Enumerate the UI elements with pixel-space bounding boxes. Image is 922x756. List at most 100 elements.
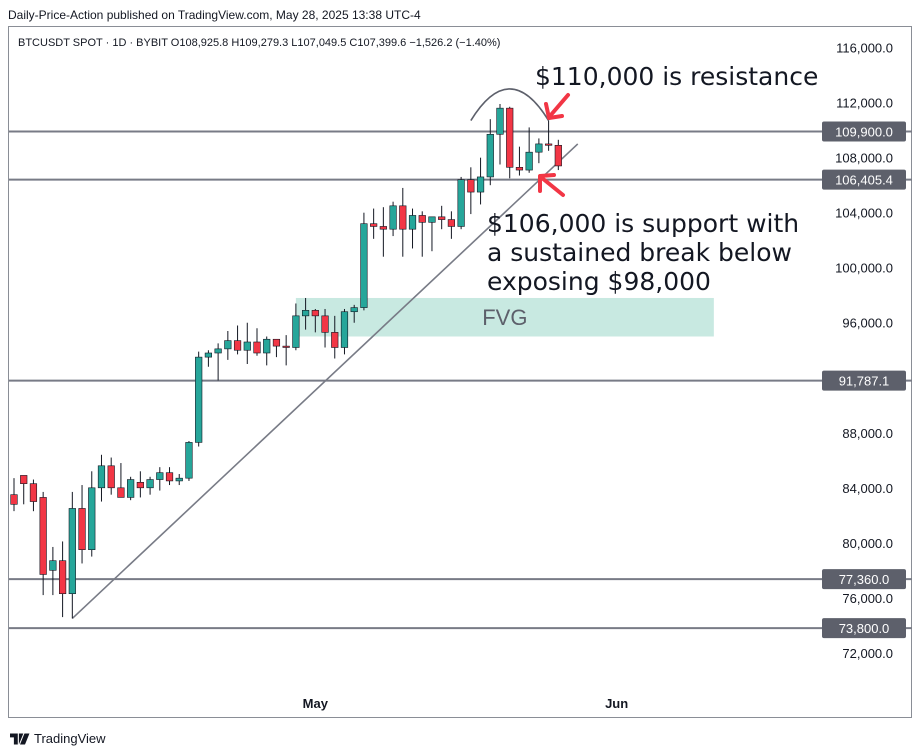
price-level-badge-label: 77,360.0 [839,572,890,587]
rounded-top-arc [470,88,550,121]
candle-body [156,472,164,480]
price-level-badge: 109,900.0 [822,121,906,142]
candle [175,474,183,486]
candle-body [544,143,553,146]
candle [136,471,144,498]
price-level-badge: 91,787.1 [822,370,906,391]
time-axis-label: May [303,696,329,711]
candle-body [301,310,310,317]
candle-body [88,487,96,550]
symbol-info-line: BTCUSDT SPOT · 1D · BYBIT O108,925.8 H10… [18,37,500,49]
candle-body [107,465,115,489]
candle [214,343,222,381]
candle-body [49,560,57,571]
price-level-badge: 73,800.0 [822,618,906,639]
candle [321,308,329,348]
candle-body [185,442,193,479]
candle [496,104,504,165]
candle [438,205,446,230]
candle-body [447,219,456,227]
candle-body [233,340,242,351]
candle-body [39,497,47,575]
price-level-badge-label: 106,405.4 [835,173,893,188]
candle [107,457,115,495]
candle [360,212,368,311]
candle-body [554,144,562,167]
candle-body [360,223,368,308]
candle [20,475,28,505]
candle [204,350,213,367]
candle-body [263,338,271,354]
candle-body [467,179,475,193]
candle-body [350,307,358,313]
support-annotation-line: a sustained break below [487,238,792,267]
candle [185,441,193,481]
candle-body [476,176,485,193]
candle-body [408,215,417,230]
price-level-badge-label: 109,900.0 [835,125,893,140]
candle [389,201,397,237]
candle-body [224,340,232,350]
candle [253,328,261,356]
price-axis-tick: 80,000.0 [842,536,893,551]
candle-body [438,216,446,220]
candle [331,315,339,359]
candle [525,127,533,173]
candle-body [331,332,339,348]
footer-brand-text: TradingView [34,731,106,746]
candle [78,485,86,564]
candle-body [399,205,407,230]
price-axis-tick: 116,000.0 [836,41,893,56]
arrow-up-left-icon [538,173,565,197]
candle [399,187,407,257]
candle-body [340,311,349,348]
candle-body [165,472,174,482]
price-axis-tick: 108,000.0 [835,151,893,166]
candle [467,167,475,215]
candle-body [195,356,203,443]
trendline [71,143,579,620]
candle [146,476,154,495]
candle-body [58,560,67,595]
price-axis-tick: 76,000.0 [842,591,893,606]
candle [39,491,47,596]
candle [224,330,232,360]
candle [282,335,290,366]
candle-body [175,477,183,482]
candle-body [535,143,543,153]
candle [10,478,18,512]
candle [506,106,514,179]
price-level-badge-label: 91,787.1 [839,374,890,389]
fvg-label: FVG [482,305,527,330]
price-level-badge: 77,360.0 [822,569,906,590]
candle [486,119,494,186]
candle [408,208,417,249]
price-axis-tick: 112,000.0 [836,96,893,111]
candle-body [29,483,38,502]
candle-body [117,487,125,498]
candle-body [243,341,251,351]
candle [457,176,465,230]
candle [88,471,96,557]
candle [156,467,164,491]
candle [292,303,300,351]
candle-body [97,465,106,489]
footer-brand[interactable]: TradingView [10,731,106,746]
candle [272,338,281,358]
price-axis-tick: 104,000.0 [835,206,893,221]
price-axis-tick: 88,000.0 [842,426,893,441]
candle-body [389,205,397,230]
support-annotation-line: exposing $98,000 [487,267,711,296]
price-axis-tick: 96,000.0 [842,316,893,331]
candle [243,322,251,365]
candle-body [127,479,135,498]
price-level-badge-label: 73,800.0 [839,621,890,636]
candle-body [272,338,281,347]
price-axis-tick: 72,000.0 [842,646,893,661]
candle-body [506,107,514,168]
candle [428,216,436,252]
candle [97,454,106,502]
candle-body [486,133,494,178]
candle [350,304,358,323]
